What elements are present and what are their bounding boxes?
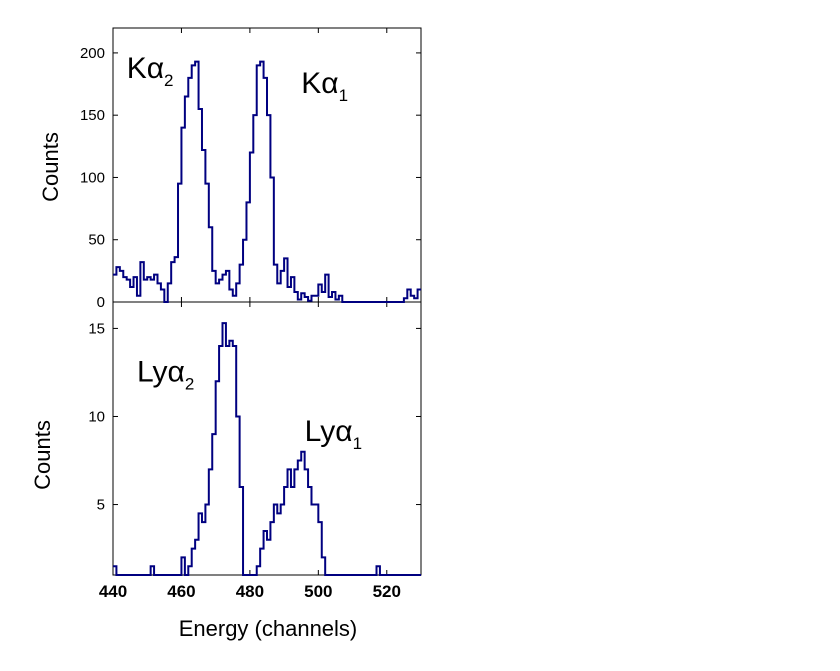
bottom-series-line bbox=[113, 322, 421, 576]
peak-label-subscript: 1 bbox=[353, 434, 362, 453]
x-tick-label: 480 bbox=[236, 582, 264, 601]
peak-label-subscript: 2 bbox=[185, 374, 194, 393]
x-axis-title: Energy (channels) bbox=[179, 616, 358, 641]
top-y-axis-title: Counts bbox=[38, 132, 63, 202]
peak-label-subscript: 1 bbox=[339, 86, 348, 105]
peak-label: Kα2 bbox=[127, 52, 174, 90]
bottom-y-axis: 5 10 15 bbox=[88, 320, 421, 514]
peak-label-base: Kα bbox=[301, 67, 338, 100]
y-tick-label: 0 bbox=[97, 294, 105, 311]
y-tick-label: 100 bbox=[80, 169, 105, 186]
x-tick-label: 520 bbox=[373, 582, 401, 601]
y-tick-label: 10 bbox=[88, 408, 105, 425]
peak-label: Lyα1 bbox=[305, 415, 362, 453]
top-series-line bbox=[113, 60, 421, 303]
x-tick-label: 460 bbox=[167, 582, 195, 601]
peak-label: Lyα2 bbox=[137, 355, 194, 393]
top-y-axis: 0 50 100 150 200 bbox=[80, 45, 421, 311]
peak-label-base: Lyα bbox=[305, 415, 353, 448]
x-axis: 440 460 480 500 520 bbox=[99, 28, 401, 601]
peak-label-base: Kα bbox=[127, 52, 164, 85]
bottom-panel-frame bbox=[112, 301, 422, 576]
bottom-y-axis-title: Counts bbox=[30, 420, 55, 490]
y-tick-label: 15 bbox=[88, 320, 105, 337]
y-tick-label: 200 bbox=[80, 45, 105, 62]
peak-label-base: Lyα bbox=[137, 355, 185, 388]
x-tick-label: 440 bbox=[99, 582, 127, 601]
peak-label-subscript: 2 bbox=[164, 71, 173, 90]
y-tick-label: 50 bbox=[88, 232, 105, 249]
x-tick-label: 500 bbox=[304, 582, 332, 601]
y-tick-label: 150 bbox=[80, 107, 105, 124]
peak-label: Kα1 bbox=[301, 67, 348, 105]
y-tick-label: 5 bbox=[97, 497, 105, 514]
